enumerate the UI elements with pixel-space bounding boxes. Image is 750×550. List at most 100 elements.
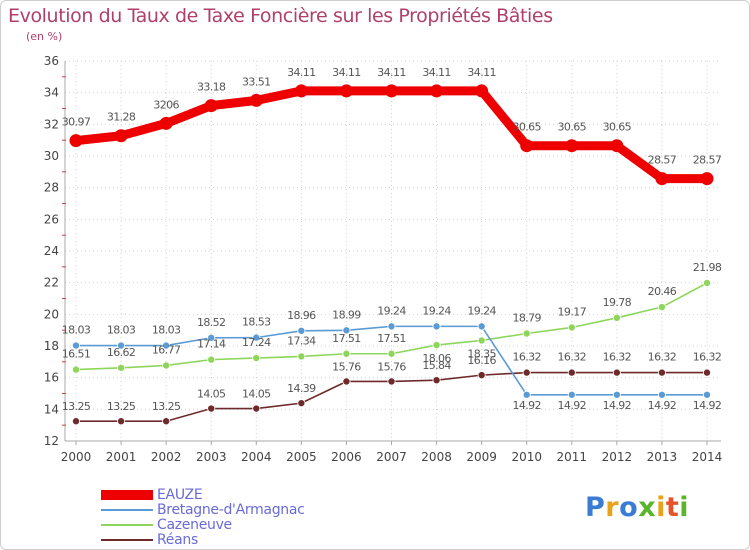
data-point-cazeneuve bbox=[342, 349, 351, 358]
data-label-bretagne: 19.24 bbox=[377, 304, 406, 317]
data-label-reans: 13.25 bbox=[107, 400, 136, 413]
data-label-reans: 16.32 bbox=[648, 351, 677, 364]
data-label-cazeneuve: 17.24 bbox=[242, 336, 271, 349]
data-label-cazeneuve: 20.46 bbox=[648, 285, 677, 298]
data-point-bretagne bbox=[342, 326, 351, 335]
data-point-reans bbox=[342, 377, 351, 386]
data-point-bretagne bbox=[567, 390, 576, 399]
data-label-cazeneuve: 19.17 bbox=[558, 305, 587, 318]
data-point-reans bbox=[657, 368, 666, 377]
data-point-reans bbox=[207, 404, 216, 413]
legend-label-reans: Réans bbox=[157, 532, 198, 548]
data-point-reans bbox=[297, 399, 306, 408]
x-tick-label: 2000 bbox=[61, 450, 92, 464]
data-label-reans: 15.76 bbox=[377, 360, 406, 373]
data-point-bretagne bbox=[387, 322, 396, 331]
legend-item-cazeneuve: Cazeneuve bbox=[101, 516, 232, 534]
data-point-cazeneuve bbox=[297, 352, 306, 361]
logo-letter: P bbox=[585, 492, 606, 523]
data-point-bretagne bbox=[162, 341, 171, 350]
logo-letter: i bbox=[679, 492, 690, 523]
data-label-cazeneuve: 16.62 bbox=[107, 346, 136, 359]
data-label-eauze: 30.65 bbox=[603, 121, 632, 134]
data-label-reans: 16.32 bbox=[558, 351, 587, 364]
data-point-bretagne bbox=[703, 390, 712, 399]
data-point-bretagne bbox=[252, 333, 261, 342]
data-label-cazeneuve: 19.78 bbox=[603, 296, 632, 309]
logo-letter: o bbox=[619, 492, 639, 523]
data-label-eauze: 31.28 bbox=[107, 111, 136, 124]
data-label-bretagne: 18.03 bbox=[107, 324, 136, 337]
y-tick-label: 16 bbox=[44, 371, 59, 385]
data-point-reans bbox=[387, 377, 396, 386]
data-label-bretagne: 14.92 bbox=[693, 399, 722, 412]
data-point-cazeneuve bbox=[703, 278, 712, 287]
x-tick-label: 2001 bbox=[106, 450, 137, 464]
data-label-eauze: 3206 bbox=[153, 98, 179, 111]
data-label-bretagne: 18.03 bbox=[62, 324, 91, 337]
data-label-bretagne: 18.53 bbox=[242, 316, 271, 329]
data-label-eauze: 30.65 bbox=[558, 121, 587, 134]
data-label-reans: 16.32 bbox=[693, 351, 722, 364]
data-point-eauze bbox=[339, 84, 353, 98]
data-point-eauze bbox=[565, 139, 579, 153]
data-label-reans: 15.84 bbox=[422, 359, 451, 372]
chart-title: Evolution du Taux de Taxe Foncière sur l… bbox=[8, 5, 553, 27]
data-label-eauze: 33.18 bbox=[197, 81, 226, 94]
x-tick-label: 2014 bbox=[692, 450, 723, 464]
data-point-eauze bbox=[249, 93, 263, 107]
x-tick-label: 2006 bbox=[331, 450, 362, 464]
data-label-cazeneuve: 16.77 bbox=[152, 343, 181, 356]
data-label-bretagne: 18.99 bbox=[332, 308, 361, 321]
y-tick-label: 12 bbox=[44, 434, 59, 448]
data-label-reans: 15.76 bbox=[332, 360, 361, 373]
y-tick-label: 20 bbox=[44, 307, 59, 321]
data-label-reans: 16.16 bbox=[467, 354, 496, 367]
y-tick-label: 24 bbox=[44, 244, 59, 258]
legend-label-eauze: EAUZE bbox=[157, 487, 203, 503]
data-point-cazeneuve bbox=[567, 323, 576, 332]
data-point-cazeneuve bbox=[162, 361, 171, 370]
chart-subtitle: (en %) bbox=[26, 30, 63, 43]
legend-swatch-bretagne bbox=[101, 509, 153, 511]
data-point-bretagne bbox=[477, 322, 486, 331]
legend-swatch-cazeneuve bbox=[101, 524, 153, 526]
logo-letter: x bbox=[638, 492, 657, 523]
data-label-cazeneuve: 17.34 bbox=[287, 334, 316, 347]
data-point-cazeneuve bbox=[252, 354, 261, 363]
data-point-eauze bbox=[159, 116, 173, 130]
data-label-bretagne: 14.92 bbox=[558, 399, 587, 412]
data-label-eauze: 33.51 bbox=[242, 75, 271, 88]
data-label-eauze: 30.65 bbox=[512, 121, 541, 134]
y-tick-label: 32 bbox=[44, 117, 59, 131]
data-point-bretagne bbox=[522, 390, 531, 399]
data-point-bretagne bbox=[432, 322, 441, 331]
data-point-eauze bbox=[294, 84, 308, 98]
y-tick-label: 14 bbox=[44, 402, 59, 416]
data-label-bretagne: 14.92 bbox=[648, 399, 677, 412]
data-point-cazeneuve bbox=[522, 329, 531, 338]
data-point-cazeneuve bbox=[432, 341, 441, 350]
x-tick-label: 2003 bbox=[196, 450, 227, 464]
y-tick-label: 30 bbox=[44, 149, 59, 163]
data-point-cazeneuve bbox=[117, 363, 126, 372]
x-tick-label: 2013 bbox=[647, 450, 678, 464]
data-point-reans bbox=[477, 371, 486, 380]
data-point-reans bbox=[252, 404, 261, 413]
legend-label-bretagne: Bretagne-d'Armagnac bbox=[157, 502, 305, 518]
x-tick-label: 2010 bbox=[511, 450, 542, 464]
x-tick-label: 2004 bbox=[241, 450, 272, 464]
legend-swatch-eauze bbox=[101, 490, 153, 500]
data-label-bretagne: 18.96 bbox=[287, 309, 316, 322]
data-point-reans bbox=[117, 417, 126, 426]
y-tick-label: 18 bbox=[44, 339, 59, 353]
data-label-bretagne: 14.92 bbox=[512, 399, 541, 412]
data-point-eauze bbox=[610, 139, 624, 153]
data-label-eauze: 34.11 bbox=[422, 66, 451, 79]
data-label-eauze: 34.11 bbox=[332, 66, 361, 79]
data-point-bretagne bbox=[207, 333, 216, 342]
x-tick-label: 2009 bbox=[466, 450, 497, 464]
logo-letter: i bbox=[656, 492, 666, 523]
